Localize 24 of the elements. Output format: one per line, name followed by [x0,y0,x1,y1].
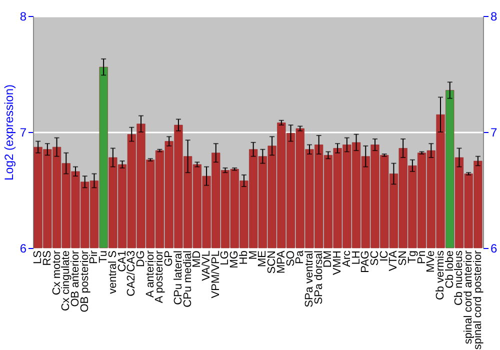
x-tick-label: CPu medial [182,250,194,308]
x-tick-label: OB anterior [69,250,82,307]
y-tick-label: 8 [20,10,27,24]
x-tick-label: SC [368,250,381,266]
y-tick-label: 7 [20,126,27,140]
y2-tick-label: 6 [490,242,498,256]
x-tick-label: Cb lobe [444,250,456,288]
x-tick-label: RS [41,250,54,266]
x-tick-label: Hb [238,250,250,265]
x-tick-label: A posterior [154,250,166,304]
y-tick-label: 6 [20,242,27,256]
y2-tick-label: 8 [490,10,498,24]
x-tick-label: ventral S [106,250,119,294]
y2-tick-label: 7 [490,126,498,140]
x-tick-label: SO [284,250,297,266]
x-tick-label: Pir [88,250,100,264]
x-tick-label: DM [322,250,334,268]
x-tick-label: Cb nucleus [453,250,466,306]
x-tick-label: OB posterior [78,250,91,312]
x-tick-label: M [247,250,260,260]
y-axis-title: Log2 (expression) [2,84,16,181]
x-tick-label: IC [378,250,390,262]
x-tick-label: SPa dorsal [312,250,325,304]
x-tick-label: MVe [425,250,438,273]
